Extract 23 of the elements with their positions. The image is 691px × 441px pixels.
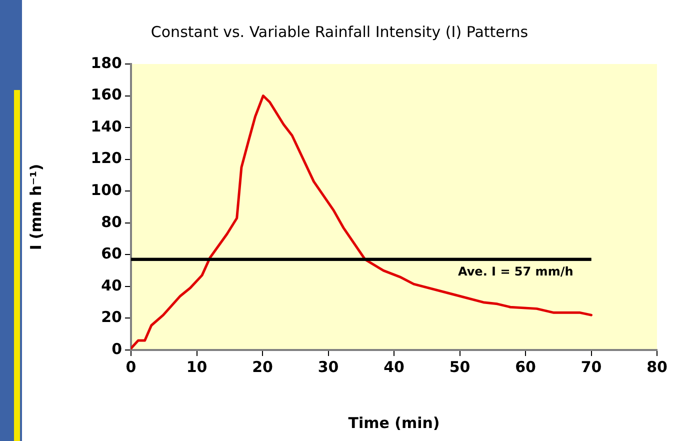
x-axis-title: Time (min) <box>348 414 440 432</box>
x-tick-label: 20 <box>252 358 273 376</box>
y-tick-label: 180 <box>90 54 122 72</box>
x-tick-label: 70 <box>580 358 602 376</box>
x-tick-label: 40 <box>384 358 404 376</box>
x-tick-label: 50 <box>449 358 470 376</box>
chart-title: Constant vs. Variable Rainfall Intensity (I) Patterns <box>150 22 528 41</box>
y-tick-label: 100 <box>90 181 122 199</box>
y-tick-label: 60 <box>101 244 122 263</box>
ref-line-label: Ave. I = 57 mm/h <box>458 264 574 279</box>
y-tick-label: 160 <box>90 86 122 104</box>
x-tick-label: 0 <box>126 358 136 376</box>
y-tick-label: 80 <box>101 212 122 231</box>
y-tick-label: 20 <box>101 308 122 326</box>
y-tick-label: 0 <box>112 340 122 358</box>
y-axis-title: I (mm h⁻¹) <box>26 164 45 250</box>
x-tick-label: 60 <box>515 358 536 376</box>
x-tick-label: 80 <box>646 358 668 376</box>
y-tick-label: 120 <box>90 149 122 168</box>
y-tick-label: 140 <box>90 117 122 136</box>
x-tick-label: 10 <box>186 358 208 376</box>
y-tick-label: 40 <box>101 276 122 294</box>
x-tick-label: 30 <box>318 358 339 376</box>
